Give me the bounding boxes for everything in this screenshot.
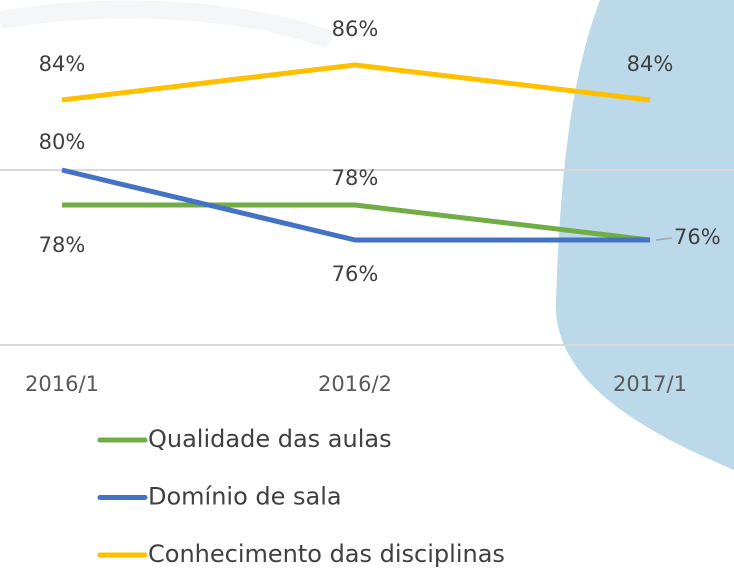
data-label: 78%	[332, 166, 379, 190]
legend-label: Conhecimento das disciplinas	[148, 540, 505, 568]
x-tick-label: 2016/1	[25, 372, 99, 396]
data-label: 86%	[332, 17, 379, 41]
series-line	[61, 62, 651, 103]
background-swoosh	[0, 0, 334, 49]
series-line	[61, 167, 650, 243]
series-line	[62, 202, 651, 243]
data-label: 84%	[39, 52, 86, 76]
data-label: 78%	[39, 233, 86, 257]
leader-line	[655, 237, 673, 241]
data-label: 76%	[332, 262, 379, 286]
x-tick-label: 2017/1	[613, 372, 687, 396]
legend-label: Domínio de sala	[148, 483, 342, 511]
x-tick-label: 2016/2	[318, 372, 392, 396]
data-label: 80%	[39, 130, 86, 154]
background-shape	[555, 0, 734, 470]
legend-label: Qualidade das aulas	[148, 425, 392, 453]
data-label: 76%	[674, 225, 721, 249]
data-label: 84%	[627, 52, 674, 76]
